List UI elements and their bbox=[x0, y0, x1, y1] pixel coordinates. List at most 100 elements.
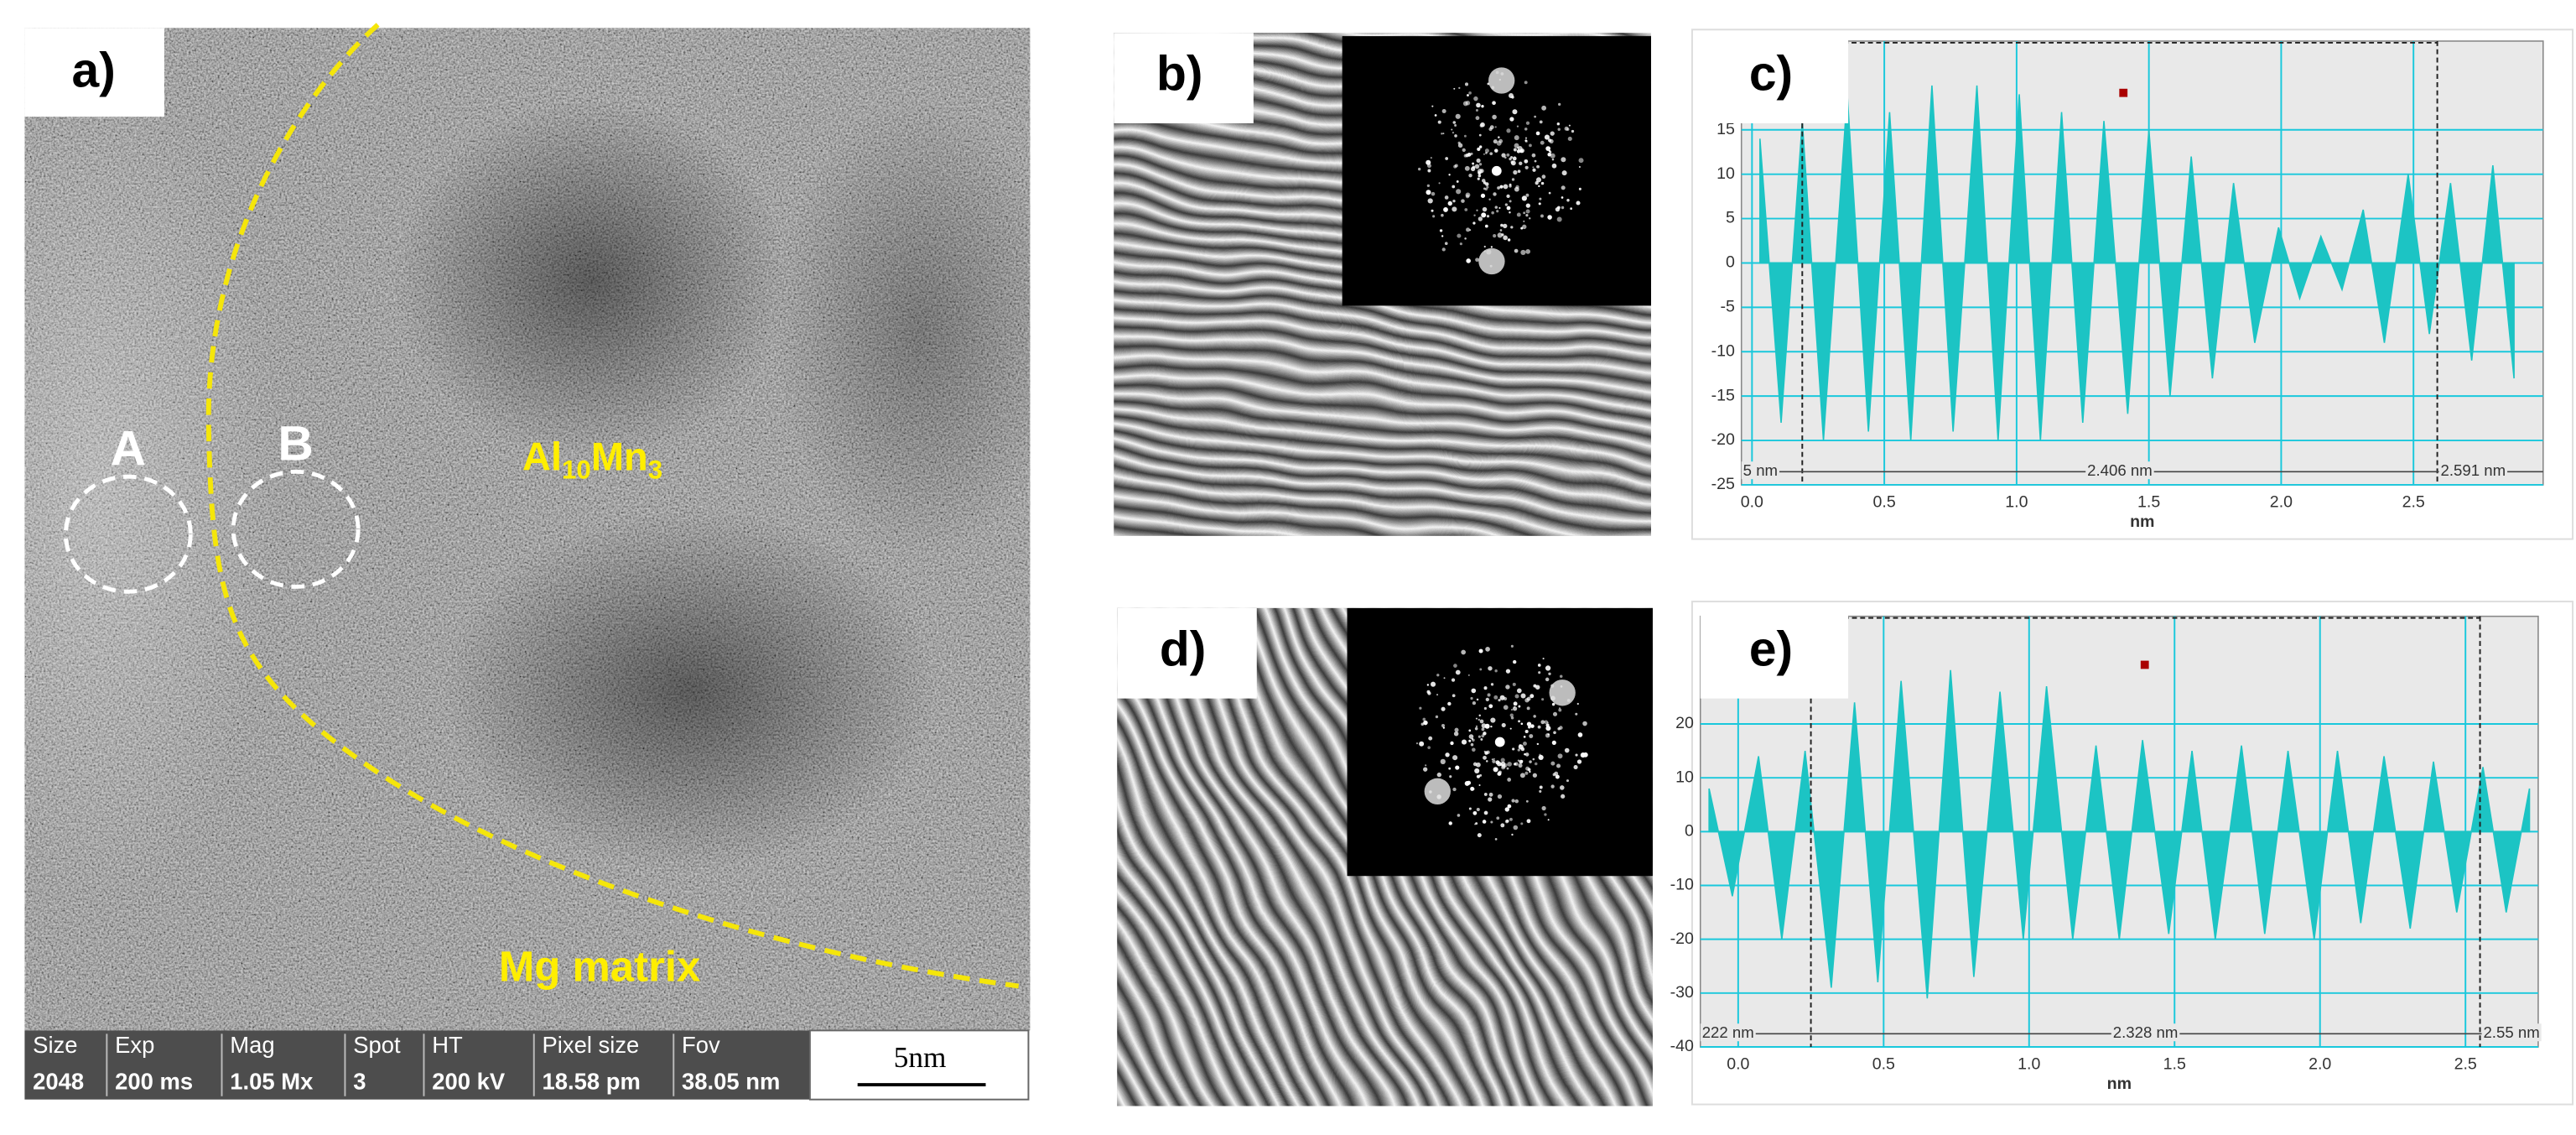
fft-speck bbox=[1557, 128, 1561, 131]
fft-speck bbox=[1486, 751, 1488, 754]
fft-speck bbox=[1511, 833, 1514, 836]
fft-speck bbox=[1507, 238, 1511, 242]
fft-speck bbox=[1427, 746, 1431, 749]
fft-speck bbox=[1557, 753, 1563, 759]
fft-speck bbox=[1504, 203, 1508, 206]
fft-speck bbox=[1484, 187, 1488, 191]
fft-speck bbox=[1524, 139, 1528, 142]
fft-speck bbox=[1419, 741, 1425, 747]
fft-speck bbox=[1483, 686, 1488, 690]
fft-speck bbox=[1516, 146, 1519, 149]
fft-speck bbox=[1476, 774, 1481, 778]
fft-speck bbox=[1513, 169, 1518, 175]
fft-speck bbox=[1559, 674, 1563, 679]
fft-speck bbox=[1512, 682, 1516, 686]
fft-speck bbox=[1503, 223, 1508, 229]
fft-speck bbox=[1551, 740, 1556, 745]
fft-speck bbox=[1545, 665, 1551, 671]
fft-speck bbox=[1427, 198, 1433, 204]
fft-speck bbox=[1488, 704, 1493, 709]
fft-speck bbox=[1497, 794, 1503, 799]
fft-speck bbox=[1500, 823, 1505, 828]
fft-speck bbox=[1507, 762, 1512, 767]
fft-speck bbox=[1504, 807, 1509, 812]
fft-speck bbox=[1498, 136, 1500, 138]
fft-speck bbox=[1486, 215, 1490, 218]
fft-speck bbox=[1496, 816, 1500, 820]
fft-speck bbox=[1544, 720, 1548, 725]
panel-label: b) bbox=[1156, 47, 1202, 102]
fft-speck bbox=[1454, 134, 1457, 138]
label-box bbox=[1117, 607, 1257, 699]
fft-speck bbox=[1539, 789, 1542, 793]
y-tick-label: -20 bbox=[1670, 929, 1694, 948]
measure-label: 2.55 nm bbox=[2483, 1023, 2539, 1041]
fft-speck bbox=[1444, 195, 1449, 200]
fft-speck bbox=[1503, 705, 1509, 711]
x-tick-label: 1.5 bbox=[2163, 1055, 2186, 1074]
fft-speck bbox=[1545, 146, 1551, 151]
fft-speck bbox=[1500, 758, 1505, 763]
fft-speck bbox=[1499, 185, 1504, 189]
fft-speck bbox=[1524, 81, 1528, 85]
fft-speck bbox=[1541, 805, 1546, 811]
fft-speck bbox=[1561, 196, 1564, 199]
fft-speck bbox=[1509, 200, 1512, 203]
fft-speck bbox=[1492, 101, 1496, 106]
fft-speck bbox=[1551, 158, 1555, 161]
fft-speck bbox=[1478, 718, 1480, 721]
fft-speck bbox=[1547, 215, 1552, 220]
fft-speck bbox=[1520, 722, 1524, 726]
fft-speck bbox=[1555, 774, 1560, 779]
fft-speck bbox=[1505, 685, 1510, 690]
fft-speck bbox=[1512, 109, 1518, 115]
fft-speck bbox=[1552, 711, 1558, 716]
fft-speck bbox=[1490, 246, 1493, 248]
fft-speck bbox=[1431, 105, 1434, 107]
fft-speck bbox=[1509, 817, 1513, 821]
fft-speck bbox=[1520, 693, 1526, 699]
fft-speck bbox=[1518, 720, 1520, 723]
fft-speck bbox=[1514, 186, 1519, 192]
fft-speck bbox=[1441, 235, 1444, 237]
fft-speck bbox=[1465, 194, 1470, 199]
fft-speck bbox=[1448, 767, 1452, 770]
fft-speck bbox=[1472, 701, 1477, 705]
fft-speck bbox=[1532, 166, 1535, 169]
info-value: 38.05 nm bbox=[682, 1068, 780, 1094]
fft-speck bbox=[1529, 734, 1534, 739]
fft-speck bbox=[1467, 674, 1470, 676]
info-value: 200 kV bbox=[432, 1068, 506, 1094]
fft-speck bbox=[1461, 649, 1466, 655]
profile-area bbox=[1708, 669, 2531, 999]
fft-speck bbox=[1529, 770, 1531, 773]
fft-speck bbox=[1478, 133, 1482, 137]
fft-speck bbox=[1529, 760, 1532, 763]
fft-speck bbox=[1501, 722, 1506, 727]
fft-speck bbox=[1474, 823, 1477, 825]
fft-speck bbox=[1453, 731, 1459, 737]
fft-speck bbox=[1545, 726, 1551, 732]
fft-speck bbox=[1484, 224, 1488, 228]
fft-speck bbox=[1533, 684, 1537, 688]
fft-speck bbox=[1483, 793, 1488, 796]
fft-speck bbox=[1558, 708, 1562, 712]
fft-speck bbox=[1483, 245, 1486, 248]
fft-speck bbox=[1532, 168, 1536, 172]
x-tick-label: 0.0 bbox=[1727, 1055, 1749, 1074]
fft-speck bbox=[1561, 185, 1566, 190]
fft-speck bbox=[1526, 721, 1532, 726]
fft-speck bbox=[1477, 169, 1483, 174]
label-box bbox=[1114, 33, 1254, 123]
fft-speck bbox=[1533, 715, 1536, 718]
fft-speck bbox=[1426, 159, 1431, 165]
fft-speck bbox=[1443, 677, 1446, 679]
fft-speck bbox=[1483, 810, 1488, 815]
contrast bbox=[771, 98, 1031, 560]
fft-speck bbox=[1468, 91, 1472, 95]
fft-speck bbox=[1519, 773, 1525, 778]
fft-speck bbox=[1463, 154, 1467, 158]
fft-speck bbox=[1427, 169, 1431, 173]
fft-speck bbox=[1541, 105, 1547, 111]
